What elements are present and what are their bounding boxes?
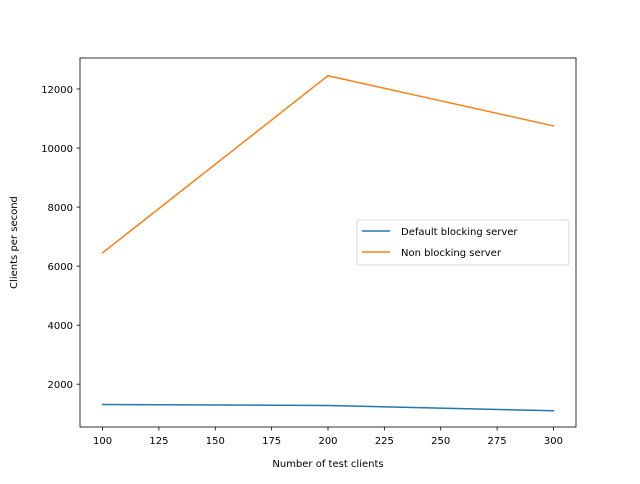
y-axis-label: Clients per second xyxy=(9,196,20,289)
plot-frame xyxy=(79,57,577,428)
x-tick-label: 275 xyxy=(488,436,507,447)
legend: Default blocking server Non blocking ser… xyxy=(356,219,570,266)
x-tick-label: 150 xyxy=(206,436,225,447)
series-line-0 xyxy=(101,403,555,412)
x-tick-label: 175 xyxy=(262,436,281,447)
x-axis-label: Number of test clients xyxy=(272,459,383,470)
y-tick-label: 8000 xyxy=(48,203,73,214)
ticks-layer: 100 125 150 175 200 225 250 275 300 2000 4000 6000 8… xyxy=(41,85,563,447)
y-tick-label: 4000 xyxy=(48,321,73,332)
y-tick-label: 12000 xyxy=(41,85,73,96)
x-tick-label: 100 xyxy=(93,436,112,447)
x-tick-label: 250 xyxy=(431,436,450,447)
series-line-1 xyxy=(101,74,555,254)
x-tick-label: 225 xyxy=(375,436,394,447)
legend-label-default-blocking: Default blocking server xyxy=(401,227,518,238)
x-tick-label: 200 xyxy=(318,436,337,447)
series-layer xyxy=(101,74,555,412)
legend-label-non-blocking: Non blocking server xyxy=(401,248,502,259)
y-tick-label: 10000 xyxy=(41,144,73,155)
y-tick-label: 6000 xyxy=(48,262,73,273)
x-tick-label: 300 xyxy=(544,436,563,447)
x-tick-label: 125 xyxy=(149,436,168,447)
legend-box xyxy=(356,219,570,266)
y-tick-label: 2000 xyxy=(48,380,73,391)
